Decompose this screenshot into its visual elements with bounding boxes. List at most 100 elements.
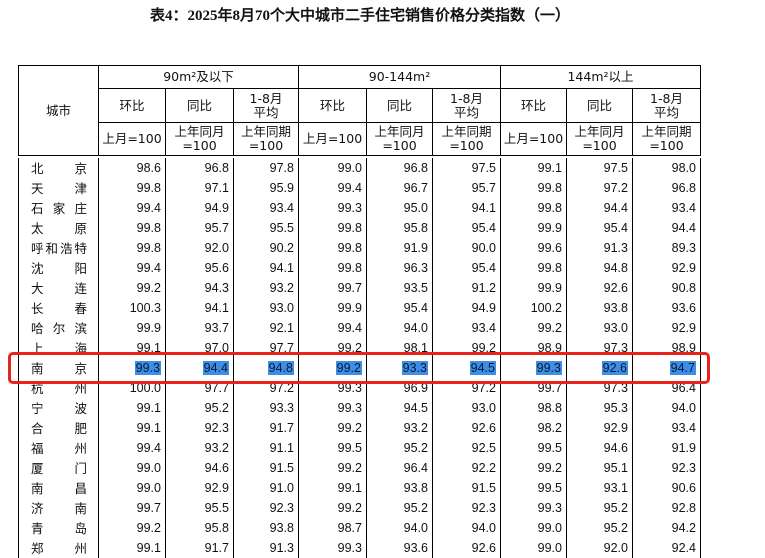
index-value: 93.8 [603, 300, 628, 315]
index-value: 99.9 [337, 300, 362, 315]
value-cell: 95.2 [566, 497, 633, 518]
value-cell: 91.3 [233, 537, 299, 558]
value-cell: 93.1 [566, 477, 633, 498]
group-header: 144m²以上 [500, 65, 701, 89]
city-header: 城市 [18, 65, 99, 156]
city-cell: 长春 [18, 297, 99, 318]
column-name: 1-8月平均 [249, 90, 283, 120]
value-cell: 91.5 [432, 477, 501, 498]
index-value: 97.0 [204, 340, 229, 355]
index-value: 99.8 [136, 240, 161, 255]
index-value: 93.6 [671, 300, 696, 315]
value-cell: 92.2 [432, 457, 501, 478]
index-value: 92.3 [269, 500, 294, 515]
value-cell: 99.1 [500, 157, 567, 178]
index-value: 98.8 [537, 400, 562, 415]
index-value: 94.7 [669, 360, 696, 375]
base-label: 上年同期=100 [641, 124, 692, 153]
data-row: 大连 99.2 94.3 93.2 99.7 93.5 91.2 99.9 92.6 90.8 [18, 277, 701, 298]
value-cell: 92.6 [432, 537, 501, 558]
value-cell: 93.2 [233, 277, 299, 298]
index-value: 98.1 [403, 340, 428, 355]
index-value: 92.3 [671, 460, 696, 475]
index-value: 93.4 [671, 200, 696, 215]
value-cell: 95.4 [432, 257, 501, 278]
index-value: 97.7 [204, 380, 229, 395]
column-header: 1-8月平均 [632, 88, 701, 123]
value-cell: 90.0 [432, 237, 501, 258]
city-name: 郑州 [31, 542, 87, 556]
value-cell: 94.0 [366, 517, 433, 538]
value-cell: 96.3 [366, 257, 433, 278]
city-cell: 太原 [18, 217, 99, 238]
index-value: 95.7 [471, 180, 496, 195]
index-value: 92.9 [671, 260, 696, 275]
index-value: 94.0 [671, 400, 696, 415]
data-row: 北京 98.6 96.8 97.8 99.0 96.8 97.5 99.1 97.5 98.0 [18, 157, 701, 178]
index-value: 95.9 [269, 180, 294, 195]
value-cell: 94.0 [432, 517, 501, 538]
index-value: 94.9 [471, 300, 496, 315]
index-value: 93.3 [269, 400, 294, 415]
index-value: 94.4 [671, 220, 696, 235]
value-cell: 97.1 [165, 177, 234, 198]
value-cell: 94.6 [165, 457, 234, 478]
value-cell: 96.8 [366, 157, 433, 178]
value-cell: 99.2 [298, 357, 367, 378]
value-cell: 92.9 [632, 317, 701, 338]
value-cell: 96.7 [366, 177, 433, 198]
value-cell: 96.8 [632, 177, 701, 198]
city-name: 呼和浩特 [31, 242, 87, 256]
value-cell: 94.9 [165, 197, 234, 218]
data-row: 沈阳 99.4 95.6 94.1 99.8 96.3 95.4 99.8 94.8 92.9 [18, 257, 701, 278]
base-header: 上年同期=100 [233, 122, 299, 156]
index-value: 99.8 [337, 260, 362, 275]
value-cell: 93.8 [233, 517, 299, 538]
city-name: 哈尔滨 [31, 322, 87, 336]
city-name: 宁波 [31, 402, 87, 416]
index-value: 98.6 [136, 160, 161, 175]
index-value: 99.0 [337, 160, 362, 175]
index-value: 95.5 [204, 500, 229, 515]
base-label: 上月=100 [102, 131, 162, 146]
value-cell: 99.2 [298, 457, 367, 478]
value-cell: 90.2 [233, 237, 299, 258]
index-value: 95.2 [403, 440, 428, 455]
city-cell: 厦门 [18, 457, 99, 478]
index-value: 91.0 [269, 480, 294, 495]
index-value: 94.0 [403, 520, 428, 535]
index-value: 96.4 [403, 460, 428, 475]
index-value: 99.6 [537, 240, 562, 255]
index-value: 95.0 [403, 200, 428, 215]
value-cell: 99.8 [98, 217, 166, 238]
value-cell: 94.1 [233, 257, 299, 278]
value-cell: 95.7 [432, 177, 501, 198]
index-value: 97.2 [603, 180, 628, 195]
index-value: 91.2 [471, 280, 496, 295]
value-cell: 99.3 [500, 497, 567, 518]
index-value: 99.9 [136, 320, 161, 335]
index-value: 99.1 [136, 400, 161, 415]
index-value: 91.3 [269, 540, 294, 555]
value-cell: 97.5 [432, 157, 501, 178]
value-cell: 92.4 [632, 537, 701, 558]
table-head: 城市 90m²及以下 90-144m² 144m²以上 环比 同比 1-8月平均 环比 同比 1-… [18, 65, 701, 156]
value-cell: 90.8 [632, 277, 701, 298]
column-name: 同比 [586, 97, 612, 113]
index-value: 94.2 [671, 520, 696, 535]
index-value: 94.5 [469, 360, 496, 375]
base-label: 上年同期=100 [240, 124, 291, 153]
city-cell: 济南 [18, 497, 99, 518]
index-value: 99.1 [337, 480, 362, 495]
value-cell: 91.3 [566, 237, 633, 258]
value-cell: 99.2 [298, 417, 367, 438]
city-cell: 天津 [18, 177, 99, 198]
header-row: 环比 同比 1-8月平均 环比 同比 1-8月平均 环比 同比 1-8月平均 [19, 88, 701, 123]
index-value: 92.0 [603, 540, 628, 555]
index-value: 94.3 [204, 280, 229, 295]
value-cell: 99.1 [98, 397, 166, 418]
base-header: 上月=100 [500, 122, 567, 156]
value-cell: 93.3 [366, 357, 433, 378]
index-value: 92.3 [471, 500, 496, 515]
value-cell: 99.9 [298, 297, 367, 318]
